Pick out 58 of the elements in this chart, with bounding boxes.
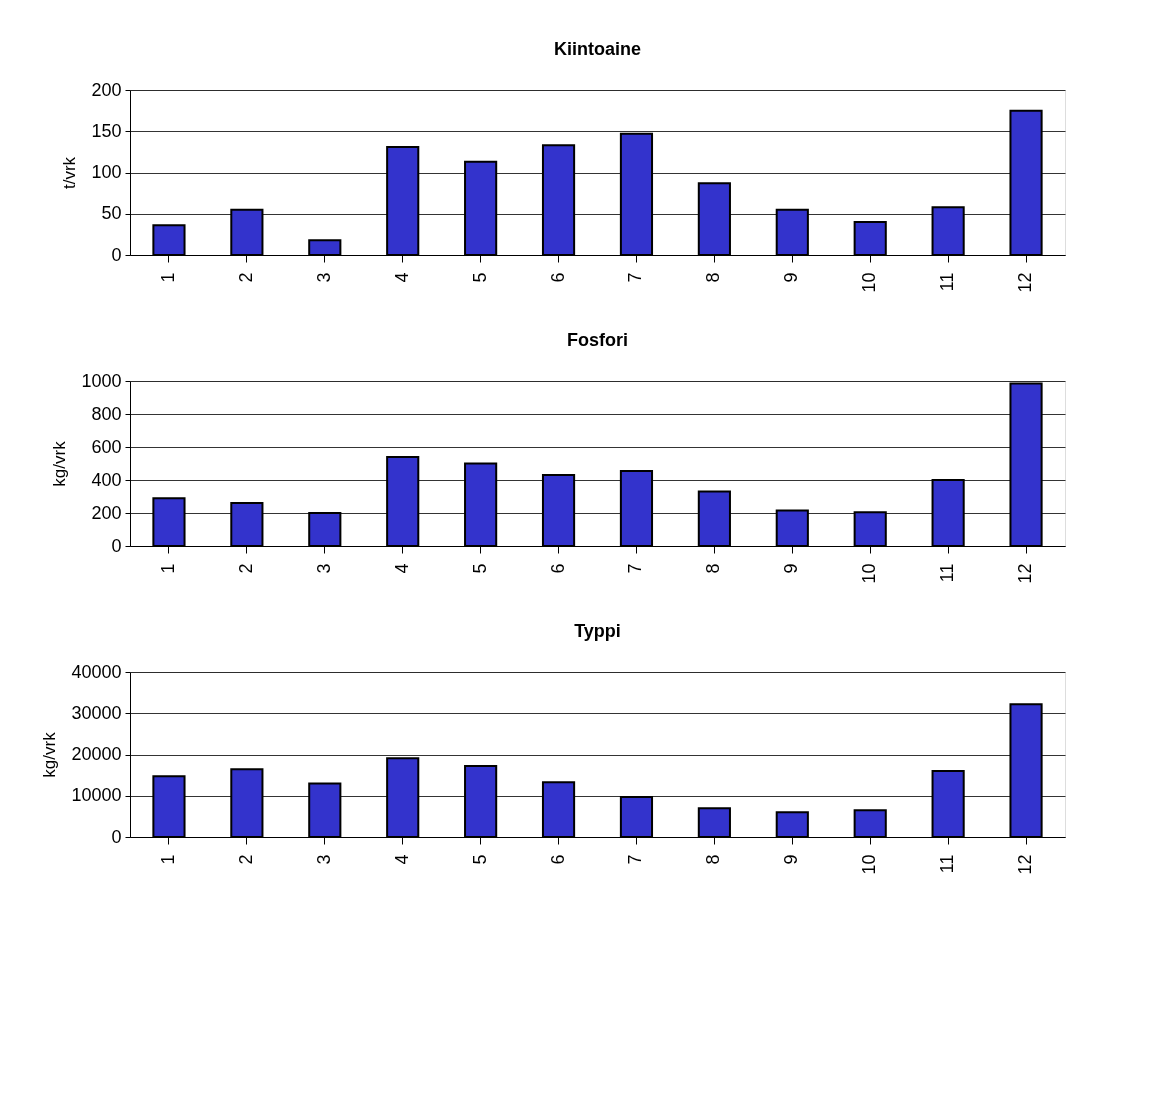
x-tick-label: 10 bbox=[859, 854, 880, 875]
y-axis-title: kg/vrk bbox=[40, 731, 60, 778]
x-tick-label: 4 bbox=[391, 272, 412, 283]
y-tick-label: 200 bbox=[91, 79, 122, 100]
x-tick-label: 7 bbox=[625, 854, 646, 865]
y-axis-title: kg/vrk bbox=[50, 440, 70, 487]
x-tick-label: 1 bbox=[157, 272, 178, 283]
x-tick-label: 8 bbox=[703, 563, 724, 574]
x-tick-label: 8 bbox=[703, 272, 724, 283]
x-tick-label: 8 bbox=[703, 854, 724, 865]
x-tick-label: 11 bbox=[937, 272, 958, 292]
y-tick-label: 30000 bbox=[71, 702, 122, 723]
x-tick-label: 3 bbox=[313, 854, 334, 865]
chart-title: Typpi bbox=[574, 621, 621, 641]
x-tick-label: 6 bbox=[547, 563, 568, 574]
x-tick-label: 2 bbox=[235, 272, 256, 283]
x-tick-label: 6 bbox=[547, 272, 568, 283]
y-tick-label: 150 bbox=[91, 120, 122, 141]
x-tick-label: 7 bbox=[625, 563, 646, 574]
y-axis-title: t/vrk bbox=[60, 156, 80, 190]
x-tick-label: 1 bbox=[157, 563, 178, 574]
y-tick-label: 20000 bbox=[71, 744, 122, 764]
y-tick-label: 1000 bbox=[81, 370, 122, 391]
x-tick-label: 12 bbox=[1015, 272, 1036, 293]
x-tick-label: 3 bbox=[313, 563, 334, 574]
y-tick-label: 100 bbox=[91, 162, 122, 182]
x-tick-label: 5 bbox=[469, 563, 490, 574]
x-tick-label: 7 bbox=[625, 272, 646, 283]
x-tick-label: 2 bbox=[235, 854, 256, 865]
y-tick-label: 40000 bbox=[71, 661, 122, 682]
chart-title: Fosfori bbox=[567, 330, 628, 350]
y-tick-label: 400 bbox=[91, 469, 122, 490]
x-tick-label: 10 bbox=[859, 563, 880, 584]
x-tick-label: 3 bbox=[313, 272, 334, 283]
y-tick-label: 0 bbox=[111, 244, 122, 265]
x-tick-label: 4 bbox=[391, 563, 412, 574]
y-tick-label: 600 bbox=[91, 436, 122, 457]
chart-title: Kiintoaine bbox=[553, 39, 642, 59]
y-tick-label: 0 bbox=[111, 535, 122, 556]
x-tick-label: 4 bbox=[391, 854, 412, 865]
x-tick-label: 10 bbox=[859, 272, 880, 293]
x-tick-label: 9 bbox=[781, 854, 802, 865]
x-tick-label: 1 bbox=[157, 854, 178, 865]
x-tick-label: 11 bbox=[937, 563, 958, 583]
y-tick-label: 50 bbox=[101, 203, 122, 224]
y-tick-label: 800 bbox=[91, 403, 122, 424]
y-tick-label: 200 bbox=[91, 502, 122, 523]
x-tick-label: 12 bbox=[1015, 563, 1036, 584]
x-tick-label: 12 bbox=[1015, 854, 1036, 875]
y-tick-label: 10000 bbox=[71, 785, 122, 806]
x-tick-label: 9 bbox=[781, 272, 802, 283]
x-tick-label: 11 bbox=[937, 854, 958, 874]
x-tick-label: 5 bbox=[469, 854, 490, 865]
x-tick-label: 9 bbox=[781, 563, 802, 574]
x-tick-label: 2 bbox=[235, 563, 256, 574]
y-tick-label: 0 bbox=[111, 826, 122, 847]
x-tick-label: 6 bbox=[547, 854, 568, 865]
x-tick-label: 5 bbox=[469, 272, 490, 283]
